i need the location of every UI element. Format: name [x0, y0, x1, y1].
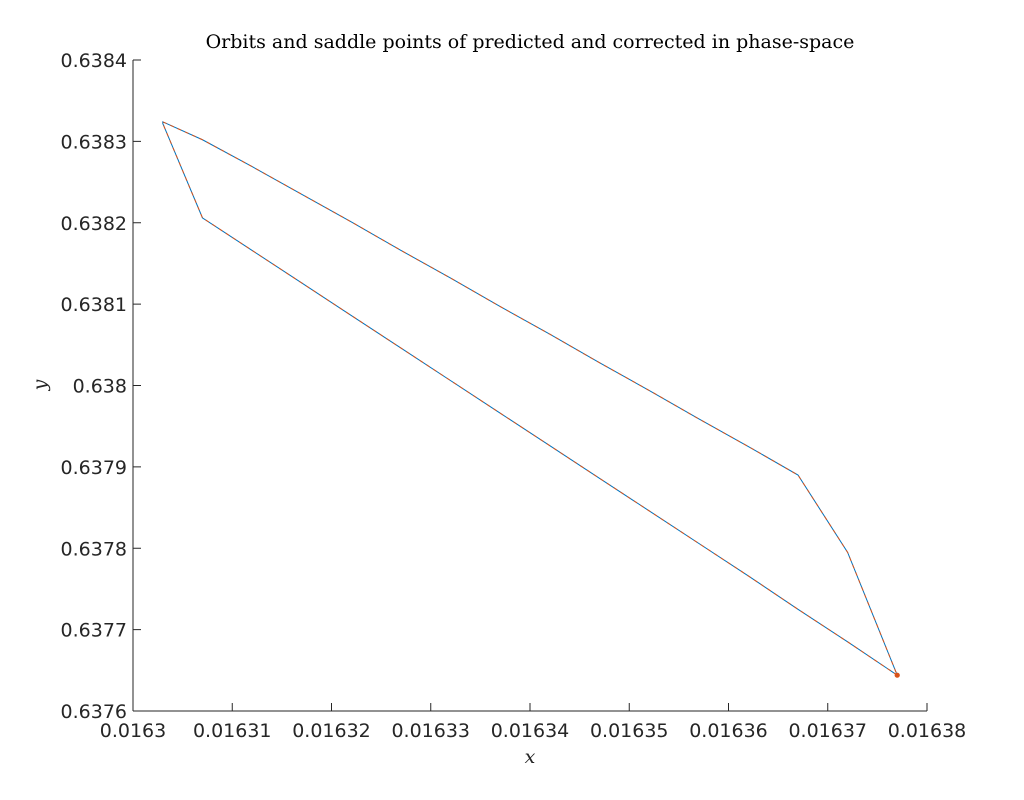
- y-tick-label: 0.638: [73, 376, 127, 398]
- y-tick-label: 0.6381: [61, 294, 127, 316]
- chart-title: Orbits and saddle points of predicted an…: [206, 31, 855, 53]
- x-tick-label: 0.01633: [391, 720, 470, 742]
- y-tick-label: 0.6379: [61, 457, 127, 479]
- axes-layer: 0.0163 0.01631 0.01632 0.01633 0.01634 0.0163…: [61, 50, 967, 742]
- x-tick-label: 0.01637: [788, 720, 867, 742]
- y-tick-label: 0.6377: [61, 620, 127, 642]
- y-tick-label: 0.6376: [61, 701, 127, 723]
- saddle-point-marker-1: [894, 672, 900, 678]
- x-tick-label: 0.01632: [292, 720, 371, 742]
- x-tick-label: 0.01631: [193, 720, 272, 742]
- y-axis-label: y: [29, 379, 51, 391]
- y-tick-label: 0.6382: [61, 213, 127, 235]
- x-tick-label: 0.01634: [491, 720, 570, 742]
- y-tick-label: 0.6378: [61, 538, 127, 560]
- y-tick-label: 0.6384: [61, 50, 127, 72]
- y-tick-label: 0.6383: [61, 131, 127, 153]
- x-tick-label: 0.0163: [100, 720, 166, 742]
- x-tick-label: 0.01636: [689, 720, 768, 742]
- x-tick-label: 0.01635: [590, 720, 669, 742]
- x-axis-label: x: [525, 746, 536, 768]
- series-line-2: [162, 121, 898, 676]
- x-tick-label: 0.01638: [888, 720, 967, 742]
- series-layer: [162, 121, 900, 678]
